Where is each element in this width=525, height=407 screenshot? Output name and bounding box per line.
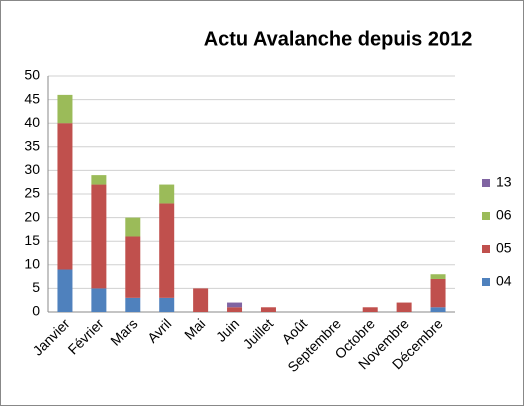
y-tick-label: 50	[24, 67, 40, 83]
bar-segment	[396, 302, 412, 312]
legend-label: 05	[496, 240, 512, 256]
y-tick-label: 0	[32, 303, 40, 319]
y-tick-label: 35	[24, 138, 40, 154]
y-tick-label: 10	[24, 256, 40, 272]
legend-label: 06	[496, 207, 512, 223]
bar-segment	[430, 278, 446, 308]
bar-segment	[125, 236, 141, 298]
bar-segment	[91, 175, 107, 185]
chart-title: Actu Avalanche depuis 2012	[204, 28, 473, 50]
legend-label: 13	[496, 174, 512, 190]
bar-segment	[91, 184, 107, 289]
legend-swatch	[482, 278, 490, 286]
bar-segment	[430, 307, 446, 312]
y-tick-label: 20	[24, 208, 40, 224]
bar-segment	[125, 297, 141, 312]
bar-segment	[125, 217, 141, 237]
bar-segment	[260, 307, 276, 312]
bar-segment	[57, 123, 73, 270]
bar-segment	[227, 302, 243, 308]
bar-segment	[91, 288, 107, 312]
y-tick-label: 25	[24, 185, 40, 201]
legend-swatch	[482, 245, 490, 253]
legend-swatch	[482, 179, 490, 187]
y-tick-label: 40	[24, 114, 40, 130]
bar-segment	[227, 307, 243, 312]
bar-segment	[159, 203, 175, 298]
bar-segment	[159, 297, 175, 312]
y-tick-label: 30	[24, 161, 40, 177]
y-tick-label: 5	[32, 279, 40, 295]
bar-segment	[57, 269, 73, 312]
y-tick-label: 15	[24, 232, 40, 248]
bar-segment	[57, 94, 73, 124]
bar-segment	[362, 307, 378, 312]
bar-segment	[193, 288, 209, 312]
legend-swatch	[482, 212, 490, 220]
y-tick-label: 45	[24, 90, 40, 106]
legend-label: 04	[496, 273, 512, 289]
bar-segment	[430, 274, 446, 279]
bar-segment	[159, 184, 175, 204]
